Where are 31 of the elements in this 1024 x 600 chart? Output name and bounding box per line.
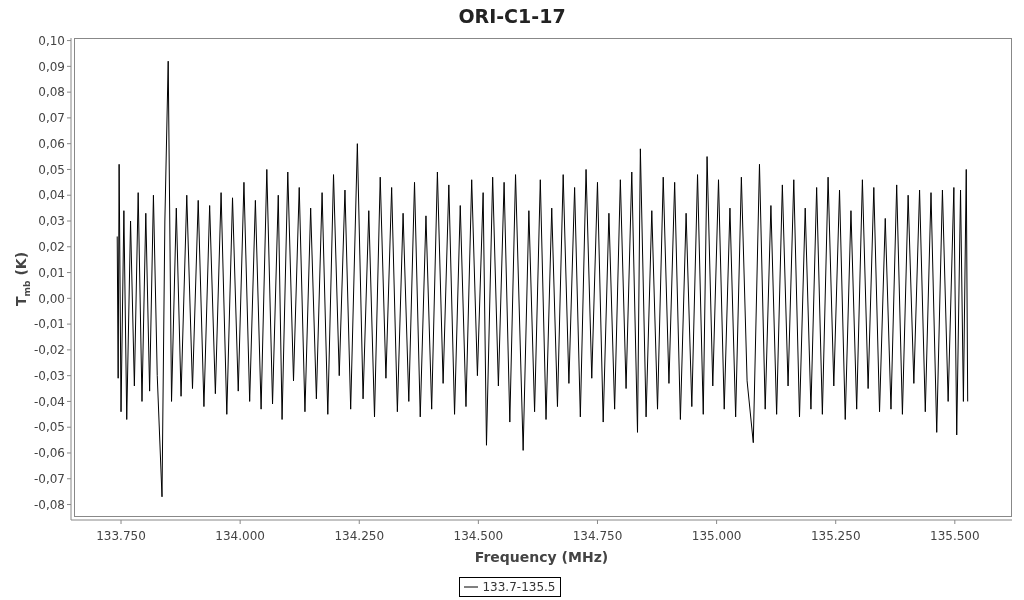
y-tick-label: 0,09	[38, 59, 65, 74]
y-tick-label: 0,04	[38, 188, 65, 203]
y-tick-label: 0,08	[38, 85, 65, 100]
x-tick-label: 133.750	[96, 528, 146, 543]
x-tick-label: 134.750	[572, 528, 623, 543]
y-tick-label: 0,06	[38, 136, 65, 151]
y-tick-label: -0,04	[33, 394, 65, 409]
x-tick-label: 134.000	[215, 528, 265, 543]
x-tick-label: 134.250	[334, 528, 385, 543]
x-tick-label: 135.000	[691, 528, 742, 543]
chart-title: ORI-C1-17	[457, 5, 567, 27]
y-tick-label: -0,05	[33, 420, 65, 435]
y-tick-label: -0,06	[33, 446, 65, 461]
y-tick-label: -0,01	[33, 317, 65, 332]
y-tick-label: 0,03	[38, 214, 65, 229]
y-tick-label: 0,05	[38, 162, 65, 177]
x-tick-label: 135.250	[810, 528, 861, 543]
x-axis-title: Frequency (MHz)	[474, 549, 609, 565]
y-tick-label: -0,08	[33, 497, 65, 512]
y-tick-label: -0,07	[33, 472, 65, 487]
y-tick-label: -0,03	[33, 368, 65, 383]
y-tick-label: 0,00	[38, 291, 65, 306]
y-tick-label: 0,02	[38, 240, 65, 255]
legend-label: 133.7-135.5	[482, 580, 556, 594]
y-tick-label: 0,10	[38, 33, 65, 48]
x-tick-label: 135.500	[930, 528, 980, 543]
y-tick-label: -0,02	[33, 343, 65, 358]
y-tick-label: 0,07	[38, 111, 65, 126]
line-series	[116, 60, 969, 498]
x-tick-label: 134.500	[453, 528, 504, 543]
y-tick-label: 0,01	[38, 265, 65, 280]
